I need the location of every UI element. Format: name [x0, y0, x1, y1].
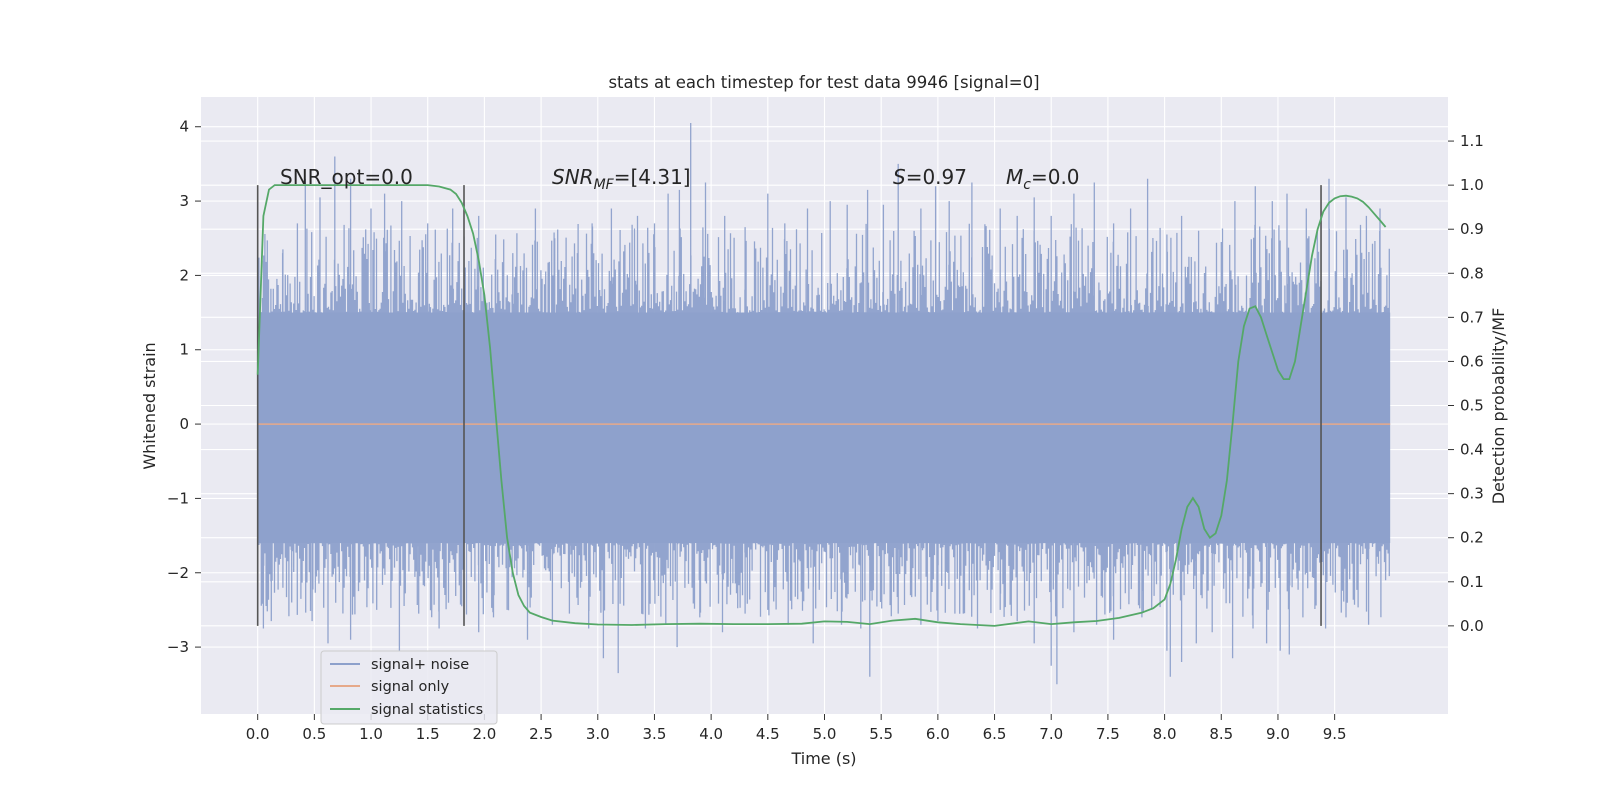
- y-right-tick-label: 0.1: [1460, 573, 1484, 591]
- annotation-s: S=0.97: [893, 165, 967, 189]
- y-right-tick-label: 0.5: [1460, 397, 1484, 415]
- y-tick-label: −1: [167, 489, 189, 507]
- x-tick-label: 1.5: [416, 725, 440, 743]
- y-tick-label: −3: [167, 638, 189, 656]
- signal-noise-series: [257, 123, 1391, 685]
- x-tick-label: 7.5: [1096, 725, 1120, 743]
- y-right-tick-label: 0.8: [1460, 264, 1484, 282]
- x-tick-label: 2.5: [529, 725, 553, 743]
- y-axis-right-label: Detection probability/MF: [1489, 308, 1508, 505]
- y-right-tick-label: 0.6: [1460, 352, 1484, 370]
- y-axis-label: Whitened strain: [140, 342, 159, 469]
- s-value: =0.97: [906, 165, 967, 189]
- mc-value: =0.0: [1031, 165, 1080, 189]
- x-tick-label: 9.5: [1323, 725, 1347, 743]
- x-tick-label: 5.0: [813, 725, 837, 743]
- signal-statistics-series: [256, 184, 1387, 627]
- legend-box: [320, 650, 498, 725]
- annotation-snr-mf: SNRMF=[4.31]: [552, 165, 691, 193]
- x-tick-label: 1.0: [359, 725, 383, 743]
- annotation-snr-opt: SNR_opt=0.0: [280, 165, 413, 189]
- y-tick-label: 4: [179, 118, 189, 136]
- s-symbol: S: [893, 165, 906, 189]
- x-tick-label: 4.0: [699, 725, 723, 743]
- y-tick-label: 3: [179, 192, 189, 210]
- snr-mf-subscript: MF: [594, 177, 615, 193]
- x-tick-label: 4.5: [756, 725, 780, 743]
- legend: signal+ noise signal only signal statist…: [320, 650, 498, 725]
- y-right-tick-label: 0.3: [1460, 485, 1484, 503]
- y-tick-label: 0: [179, 415, 189, 433]
- x-tick-label: 7.0: [1039, 725, 1063, 743]
- y-right-tick-label: 0.7: [1460, 308, 1484, 326]
- snr-mf-symbol: SNR: [552, 165, 594, 189]
- x-tick-label: 3.5: [643, 725, 667, 743]
- x-tick-label: 9.0: [1266, 725, 1290, 743]
- marker-lines: [256, 185, 1322, 626]
- x-tick-label: 6.5: [983, 725, 1007, 743]
- y-right-tick-label: 0.9: [1460, 220, 1484, 238]
- x-tick-label: 2.0: [472, 725, 496, 743]
- x-tick-label: 0.5: [302, 725, 326, 743]
- legend-label-signal-only: signal only: [371, 679, 450, 695]
- snr-mf-value: =[4.31]: [614, 165, 691, 189]
- axis-ticks: 0.0 0.5 1.0 1.5 2.0 2.5 3.0 3.5 4.0 4.5 5.0 5.5 6.0 6…: [167, 118, 1484, 743]
- legend-label-signal-statistics: signal statistics: [371, 702, 483, 718]
- x-tick-label: 6.0: [926, 725, 950, 743]
- legend-label-signal-noise: signal+ noise: [371, 657, 469, 673]
- x-tick-label: 5.5: [869, 725, 893, 743]
- y-right-tick-label: 0.4: [1460, 441, 1484, 459]
- x-tick-label: 3.0: [586, 725, 610, 743]
- x-tick-label: 8.5: [1209, 725, 1233, 743]
- y-tick-label: 2: [179, 266, 189, 284]
- y-right-tick-label: 1.1: [1460, 132, 1484, 150]
- y-tick-label: 1: [179, 341, 189, 359]
- y-right-tick-label: 0.2: [1460, 529, 1484, 547]
- x-axis-label: Time (s): [790, 749, 856, 768]
- annotation-mc: Mc=0.0: [1006, 165, 1080, 193]
- y-right-tick-label: 1.0: [1460, 176, 1484, 194]
- x-tick-label: 8.0: [1153, 725, 1177, 743]
- y-tick-label: −2: [167, 564, 189, 582]
- mc-symbol: M: [1006, 165, 1023, 189]
- signal-statistics-line: [256, 184, 1387, 627]
- x-tick-label: 0.0: [246, 725, 270, 743]
- y-right-tick-label: 0.0: [1460, 617, 1484, 635]
- chart-title: stats at each timestep for test data 994…: [608, 73, 1039, 92]
- mc-subscript: c: [1023, 177, 1031, 193]
